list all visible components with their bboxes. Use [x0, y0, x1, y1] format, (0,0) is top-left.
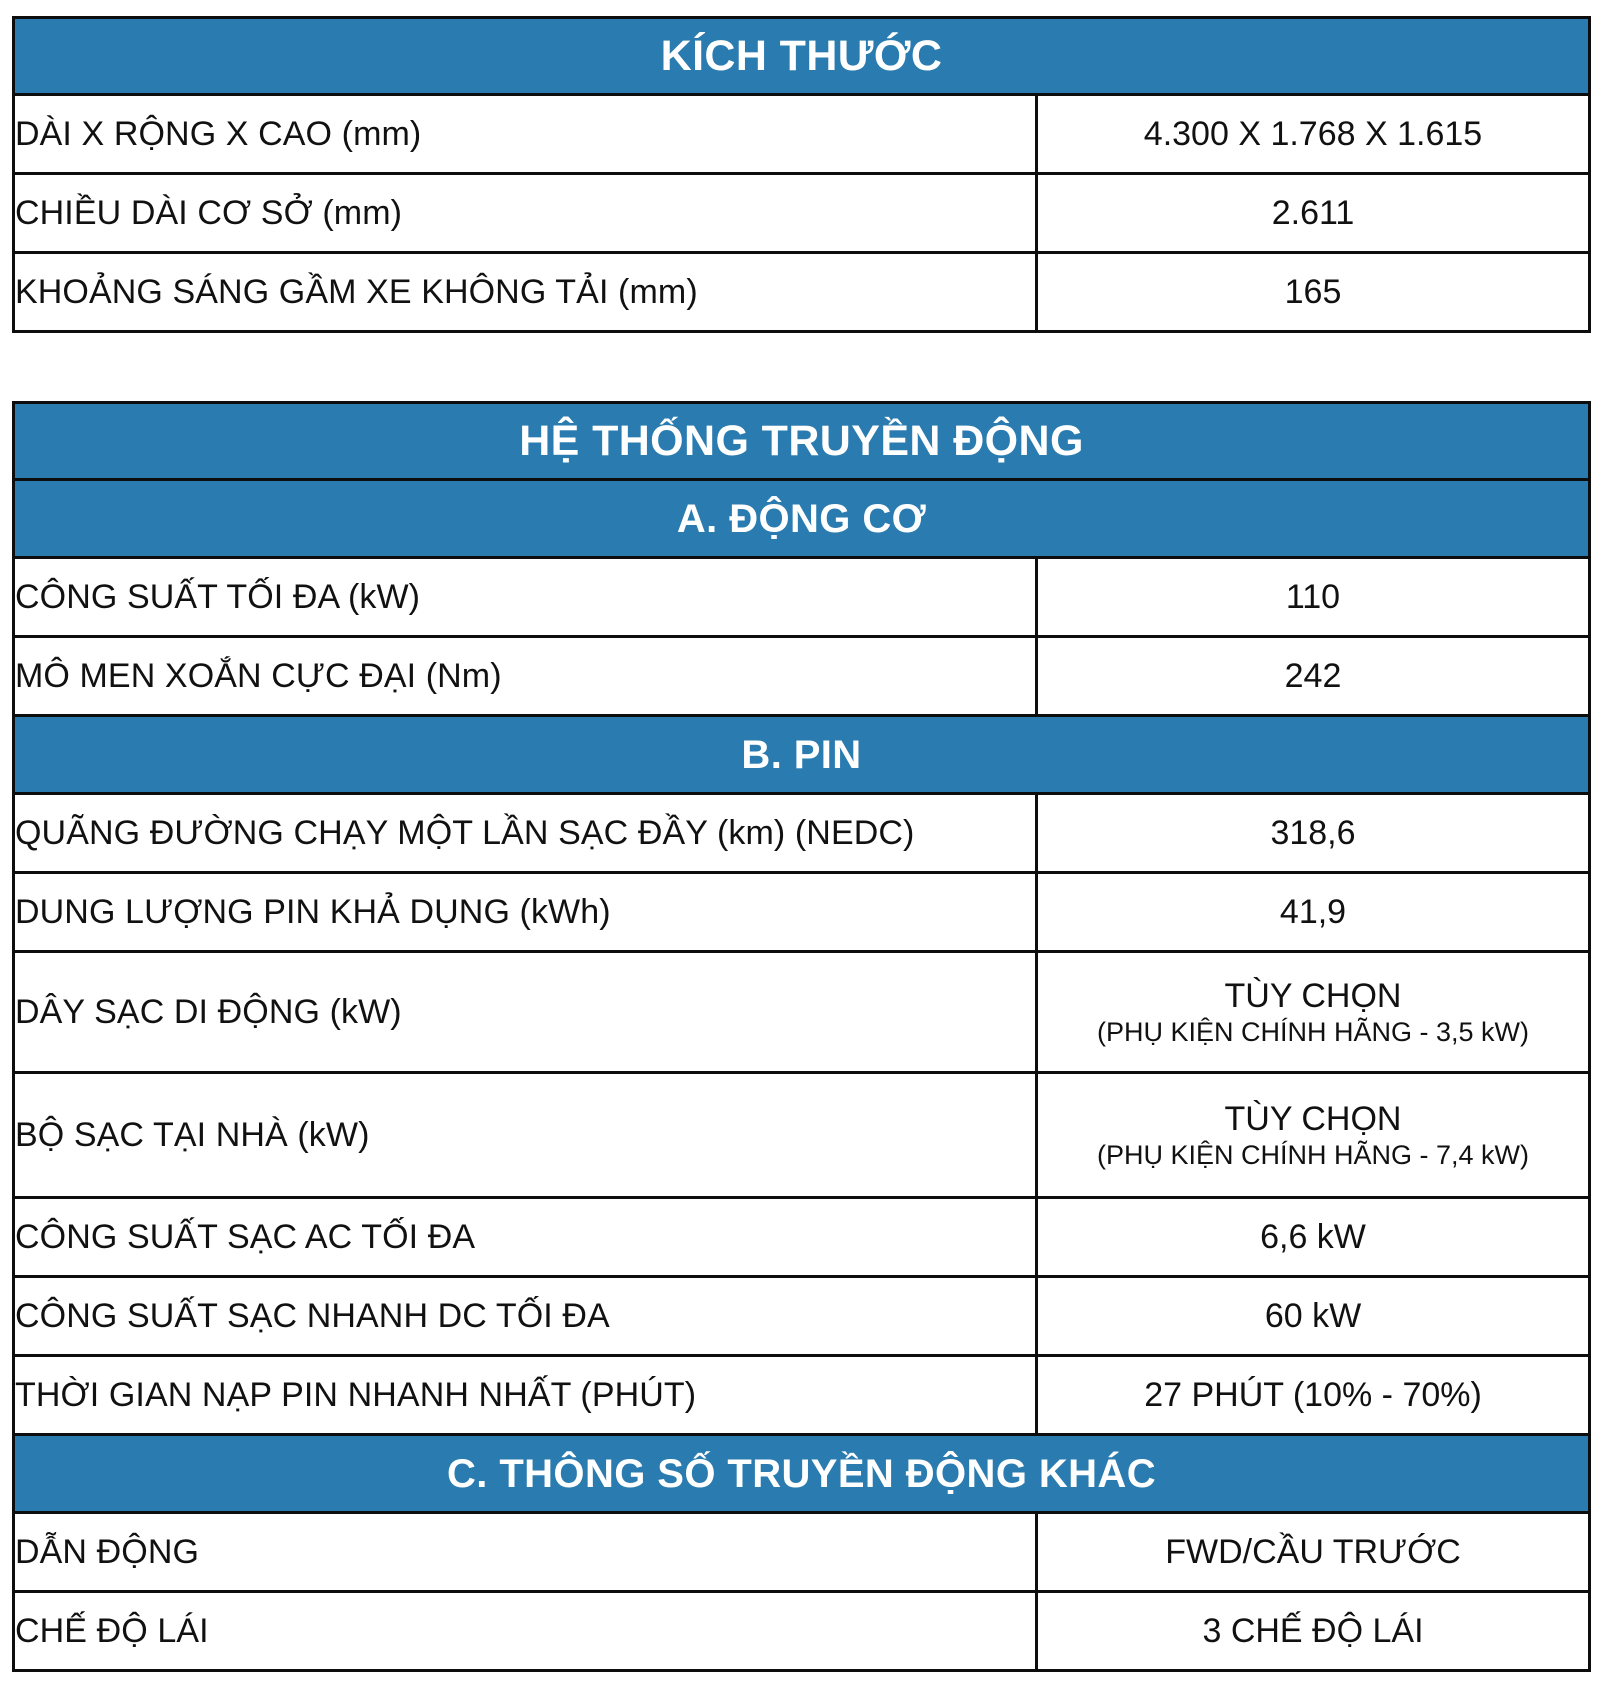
value-text: FWD/CẦU TRƯỚC [1165, 1532, 1461, 1571]
table-row: DẪN ĐỘNG FWD/CẦU TRƯỚC [12, 1511, 1592, 1593]
value-text: 4.300 X 1.768 X 1.615 [1143, 114, 1483, 153]
table-row: THỜI GIAN NẠP PIN NHANH NHẤT (PHÚT) 27 P… [12, 1354, 1592, 1436]
section-a-header-cell: A. ĐỘNG CƠ [11, 478, 1592, 559]
row-label-usable-battery-capacity: DUNG LƯỢNG PIN KHẢ DỤNG (kWh) [12, 871, 1038, 953]
row-label-portable-charging-cable: DÂY SẠC DI ĐỘNG (kW) [12, 950, 1038, 1074]
table-row: BỘ SẠC TẠI NHÀ (kW) TÙY CHỌN (PHỤ KIỆN C… [12, 1071, 1592, 1199]
row-label-driving-modes: CHẾ ĐỘ LÁI [12, 1590, 1038, 1672]
row-value-overall-dimensions: 4.300 X 1.768 X 1.615 [1035, 93, 1591, 175]
row-value-usable-battery-capacity: 41,9 [1034, 871, 1592, 953]
table-row: CHẾ ĐỘ LÁI 3 CHẾ ĐỘ LÁI [12, 1590, 1592, 1672]
value-text: 165 [1284, 272, 1342, 311]
row-value-wheelbase: 2.611 [1035, 172, 1591, 254]
row-value-max-power: 110 [1034, 556, 1592, 638]
table-row: CÔNG SUẤT SẠC NHANH DC TỐI ĐA 60 kW [12, 1275, 1592, 1357]
powertrain-header-row: HỆ THỐNG TRUYỀN ĐỘNG [11, 401, 1592, 481]
row-label-overall-dimensions: DÀI X RỘNG X CAO (mm) [12, 93, 1038, 175]
table-row: DUNG LƯỢNG PIN KHẢ DỤNG (kWh) 41,9 [12, 871, 1592, 953]
value-text: 41,9 [1279, 892, 1347, 931]
value-text: 6,6 kW [1260, 1217, 1366, 1256]
row-value-max-torque: 242 [1034, 635, 1592, 717]
row-value-driving-modes: 3 CHẾ ĐỘ LÁI [1034, 1590, 1592, 1672]
section-c-header-label: C. THÔNG SỐ TRUYỀN ĐỘNG KHÁC [447, 1451, 1156, 1496]
section-b-header-label: B. PIN [741, 732, 862, 777]
table-row: MÔ MEN XOẮN CỰC ĐẠI (Nm) 242 [12, 635, 1592, 717]
row-label-ground-clearance: KHOẢNG SÁNG GẦM XE KHÔNG TẢI (mm) [12, 251, 1038, 333]
row-label-drivetrain: DẪN ĐỘNG [12, 1511, 1038, 1593]
value-text: 242 [1284, 656, 1342, 695]
table-row: DÂY SẠC DI ĐỘNG (kW) TÙY CHỌN (PHỤ KIỆN … [12, 950, 1592, 1074]
section-c-header-cell: C. THÔNG SỐ TRUYỀN ĐỘNG KHÁC [11, 1433, 1592, 1514]
dimensions-header-row: KÍCH THƯỚC [12, 16, 1591, 96]
row-value-max-ac-charging-power: 6,6 kW [1034, 1196, 1592, 1278]
section-header-row-other: C. THÔNG SỐ TRUYỀN ĐỘNG KHÁC [11, 1433, 1592, 1514]
powertrain-header-label: HỆ THỐNG TRUYỀN ĐỘNG [519, 416, 1084, 465]
row-label-max-power: CÔNG SUẤT TỐI ĐA (kW) [12, 556, 1038, 638]
section-header-row-battery: B. PIN [11, 714, 1592, 795]
row-value-drivetrain: FWD/CẦU TRƯỚC [1034, 1511, 1592, 1593]
row-value-max-dc-fast-charging-power: 60 kW [1034, 1275, 1592, 1357]
powertrain-header-cell: HỆ THỐNG TRUYỀN ĐỘNG [11, 401, 1592, 481]
row-label-max-ac-charging-power: CÔNG SUẤT SẠC AC TỐI ĐA [12, 1196, 1038, 1278]
value-text: 110 [1285, 577, 1341, 616]
value-text: 2.611 [1271, 193, 1355, 232]
row-label-home-charger: BỘ SẠC TẠI NHÀ (kW) [12, 1071, 1038, 1199]
row-label-max-torque: MÔ MEN XOẮN CỰC ĐẠI (Nm) [12, 635, 1038, 717]
table-row: CÔNG SUẤT TỐI ĐA (kW) 110 [12, 556, 1592, 638]
value-text: 27 PHÚT (10% - 70%) [1144, 1375, 1482, 1414]
table-row: CHIỀU DÀI CƠ SỞ (mm) 2.611 [12, 172, 1591, 254]
section-header-row-motor: A. ĐỘNG CƠ [11, 478, 1592, 559]
table-row: CÔNG SUẤT SẠC AC TỐI ĐA 6,6 kW [12, 1196, 1592, 1278]
value-text: TÙY CHỌN [1224, 1099, 1402, 1138]
row-value-portable-charging-cable: TÙY CHỌN (PHỤ KIỆN CHÍNH HÃNG - 3,5 kW) [1034, 950, 1592, 1074]
value-text: 60 kW [1264, 1296, 1362, 1335]
dimensions-header-cell: KÍCH THƯỚC [12, 16, 1591, 96]
table-row: DÀI X RỘNG X CAO (mm) 4.300 X 1.768 X 1.… [12, 93, 1591, 175]
row-label-max-dc-fast-charging-power: CÔNG SUẤT SẠC NHANH DC TỐI ĐA [12, 1275, 1038, 1357]
row-label-fastest-charging-time: THỜI GIAN NẠP PIN NHANH NHẤT (PHÚT) [12, 1354, 1038, 1436]
value-subtext: (PHỤ KIỆN CHÍNH HÃNG - 3,5 kW) [1096, 1016, 1530, 1047]
row-label-wheelbase: CHIỀU DÀI CƠ SỞ (mm) [12, 172, 1038, 254]
row-value-fastest-charging-time: 27 PHÚT (10% - 70%) [1034, 1354, 1592, 1436]
value-text: TÙY CHỌN [1224, 976, 1402, 1015]
table-row: KHOẢNG SÁNG GẦM XE KHÔNG TẢI (mm) 165 [12, 251, 1591, 333]
row-value-home-charger: TÙY CHỌN (PHỤ KIỆN CHÍNH HÃNG - 7,4 kW) [1034, 1071, 1592, 1199]
dimensions-header-label: KÍCH THƯỚC [660, 31, 943, 80]
row-value-ground-clearance: 165 [1035, 251, 1591, 333]
section-b-header-cell: B. PIN [11, 714, 1592, 795]
dimensions-table: KÍCH THƯỚC DÀI X RỘNG X CAO (mm) 4.300 X… [12, 16, 1591, 333]
row-label-range-nedc: QUÃNG ĐƯỜNG CHẠY MỘT LẦN SẠC ĐẦY (km) (N… [12, 792, 1038, 874]
value-text: 318,6 [1270, 813, 1356, 852]
powertrain-table: HỆ THỐNG TRUYỀN ĐỘNG A. ĐỘNG CƠ CÔNG SUẤ… [11, 401, 1592, 1672]
row-value-range-nedc: 318,6 [1034, 792, 1592, 874]
section-a-header-label: A. ĐỘNG CƠ [676, 496, 927, 541]
value-text: 3 CHẾ ĐỘ LÁI [1202, 1611, 1424, 1650]
value-subtext: (PHỤ KIỆN CHÍNH HÃNG - 7,4 kW) [1096, 1139, 1530, 1170]
table-row: QUÃNG ĐƯỜNG CHẠY MỘT LẦN SẠC ĐẦY (km) (N… [12, 792, 1592, 874]
